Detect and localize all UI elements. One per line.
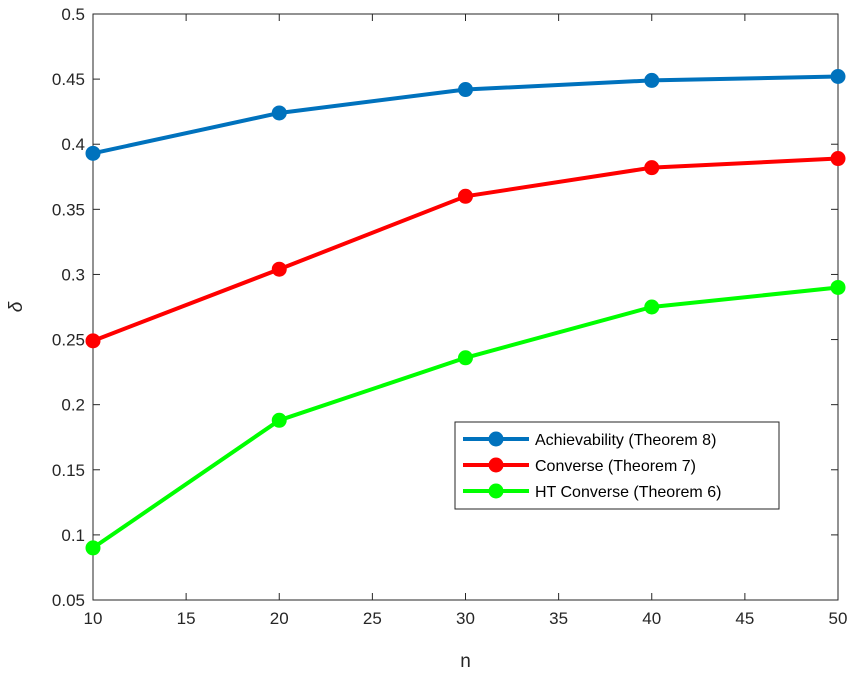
data-point — [830, 69, 846, 85]
y-tick-label: 0.2 — [61, 396, 85, 415]
data-point — [85, 145, 101, 161]
x-tick-label: 30 — [456, 609, 475, 628]
data-point — [644, 299, 660, 315]
y-tick-label: 0.5 — [61, 5, 85, 24]
data-point — [644, 72, 660, 88]
legend: Achievability (Theorem 8) Converse (Theor… — [454, 421, 780, 510]
axes: 10 15 20 25 30 35 40 45 50 0.05 0.1 0.15 0.2 0.25 0.3 0… — [6, 5, 847, 672]
series-2 — [85, 151, 846, 349]
legend-swatch-marker — [488, 431, 504, 447]
legend-swatch-marker — [488, 483, 504, 499]
data-point — [85, 540, 101, 556]
data-point — [85, 333, 101, 349]
y-tick-label: 0.3 — [61, 265, 85, 284]
x-tick-label: 40 — [642, 609, 661, 628]
y-tick-label: 0.1 — [61, 526, 85, 545]
data-point — [830, 279, 846, 295]
legend-swatch-marker — [488, 457, 504, 473]
legend-entry-label: Converse (Theorem 7) — [535, 458, 696, 475]
legend-entry-label: Achievability (Theorem 8) — [535, 432, 716, 449]
x-axis-label: n — [460, 651, 471, 672]
series-group — [85, 69, 846, 556]
x-tick-label: 15 — [177, 609, 196, 628]
data-point — [271, 261, 287, 277]
data-point — [830, 151, 846, 167]
x-tick-label: 20 — [270, 609, 289, 628]
data-point — [458, 188, 473, 204]
y-tick-label: 0.25 — [52, 331, 85, 350]
x-tick-label: 10 — [84, 609, 103, 628]
series-1 — [85, 69, 846, 161]
data-point — [458, 82, 473, 98]
data-point — [271, 412, 287, 428]
data-point — [271, 105, 287, 121]
y-tick-label: 0.05 — [52, 591, 85, 610]
x-tick-label: 25 — [363, 609, 382, 628]
y-tick-label: 0.4 — [61, 135, 85, 154]
data-point — [644, 160, 660, 176]
plot-area-frame — [92, 13, 839, 601]
series-3 — [85, 279, 846, 556]
y-tick-label: 0.35 — [52, 200, 85, 219]
series-line — [91, 156, 840, 343]
legend-entry-label: HT Converse (Theorem 6) — [535, 484, 721, 501]
x-tick-label: 45 — [735, 609, 754, 628]
data-point — [458, 350, 473, 366]
x-tick-label: 35 — [549, 609, 568, 628]
x-tick-label: 50 — [829, 609, 848, 628]
y-axis-label: δ — [6, 301, 27, 312]
y-tick-label: 0.15 — [52, 461, 85, 480]
y-tick-label: 0.45 — [52, 70, 85, 89]
